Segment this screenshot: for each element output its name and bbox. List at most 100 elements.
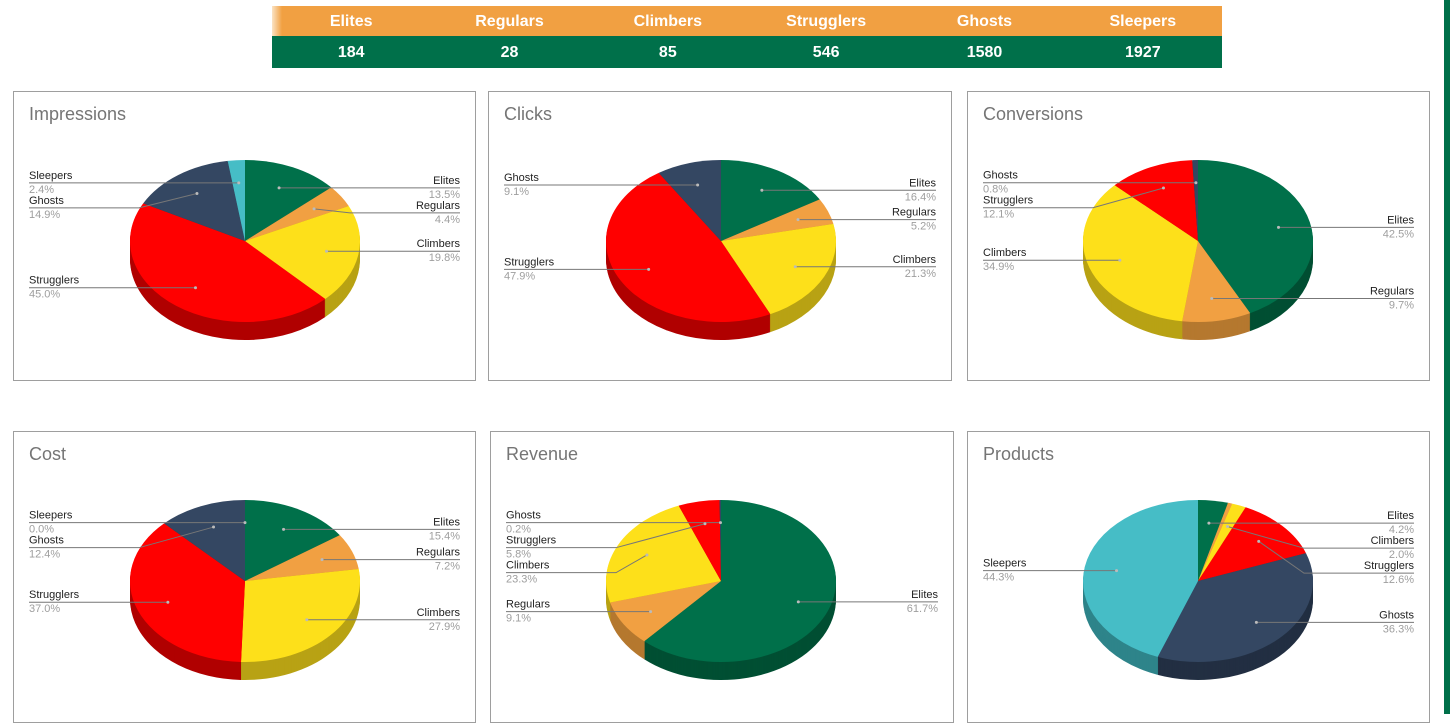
leader-dot [212,525,216,529]
pie-slice-elites[interactable] [1198,160,1313,314]
pie-slice-ghosts[interactable] [1157,553,1313,662]
chart-title: Revenue [506,444,579,464]
pie-slice-regulars[interactable] [1198,502,1233,581]
leader-line [29,193,198,209]
slice-label-name: Ghosts [1379,609,1414,621]
chart-title: Clicks [504,104,552,124]
slice-label-name: Climbers [983,247,1027,259]
pie-slice-climbers[interactable] [606,505,721,603]
slice-label-percent: 2.4% [29,184,54,196]
pie-slice-elites[interactable] [721,160,820,241]
chart-title: Cost [29,444,67,464]
slice-label-name: Regulars [1370,286,1415,298]
pie-slice-climbers[interactable] [721,223,836,315]
header-regulars: Regulars [430,6,589,36]
pie-slice-elites[interactable] [1198,500,1228,581]
slice-label-name: Ghosts [504,172,539,184]
slice-label-percent: 12.6% [1383,574,1414,586]
slice-label-name: Strugglers [1364,560,1415,572]
slice-label-percent: 2.0% [1389,549,1414,561]
leader-dot [282,527,286,531]
pie-slice-strugglers[interactable] [129,203,326,323]
leader-dot [1115,569,1119,573]
pie-slice-sleepers[interactable] [1083,500,1198,657]
leader-dot [243,521,247,525]
pie-chart: Ghosts 0.2%Strugglers 5.8%Climbers 23.3% Reg… [506,500,938,680]
slice-label-name: Climbers [1371,535,1415,547]
pie-chart: Ghosts 0.8%Strugglers 12.1% Climbers 34.9% El… [983,160,1415,340]
chart-conversions[interactable]: Conversions Ghosts 0.8% Strugglers 12.1% Cli… [967,91,1430,381]
leader-dot [1161,186,1165,190]
chart-cost[interactable]: Cost Sleepers 0.0% Ghosts 12.4% Strugglers 37… [13,431,476,723]
leader-dot [718,521,722,525]
leader-dot [305,618,309,622]
pie-slice-climbers[interactable] [241,568,360,662]
pie-slice-ghosts[interactable] [143,160,245,241]
leader-dot [1194,181,1198,185]
slice-label-name: Sleepers [983,558,1027,570]
pie-slice-ghosts[interactable] [719,500,721,581]
slice-label-percent: 37.0% [29,603,60,615]
pie-slice-strugglers[interactable] [605,172,771,323]
value-climbers: 85 [588,36,747,68]
slice-label-percent: 16.4% [905,191,936,203]
pie-slice-ghosts[interactable] [1192,160,1198,241]
pie-slice-regulars[interactable] [245,535,359,581]
pie-slice-sleepers[interactable] [227,160,245,241]
leader-line [506,523,706,549]
header-elites: Elites [272,6,431,36]
pie-slice-regulars[interactable] [1182,241,1251,322]
pie-slice-ghosts[interactable] [658,160,721,241]
pie-slice-climbers[interactable] [1083,185,1198,322]
leader-dot [193,286,197,290]
pie-slice-strugglers[interactable] [1198,507,1306,581]
header-sleepers: Sleepers [1063,6,1222,36]
slice-label-name: Ghosts [983,170,1018,182]
leader-dot [1254,620,1258,624]
header-ghosts: Ghosts [905,6,1064,36]
slice-label-name: Climbers [417,238,461,250]
leader-dot [320,558,324,562]
pie-chart: Sleepers 44.3% Elites 4.2%Climbers 2.0%Strug… [983,500,1415,680]
slice-label-name: Climbers [417,607,461,619]
pie-slice-elites[interactable] [245,500,340,581]
slice-label-name: Regulars [416,547,461,559]
chart-clicks[interactable]: Clicks Ghosts 9.1% Strugglers 47.9% Elites 16… [488,91,952,381]
slice-label-name: Elites [911,589,938,601]
slice-label-percent: 23.3% [506,574,537,586]
pie-slice-ghosts[interactable] [164,500,245,581]
leader-line [506,554,648,574]
leader-dot [312,207,316,211]
pie-slice-strugglers[interactable] [130,523,245,662]
leader-dot [696,183,700,187]
leader-dot [195,191,199,195]
slice-label-name: Elites [433,175,460,187]
pie-chart: Ghosts 9.1% Strugglers 47.9% Elites 16.4% Regu… [504,160,936,341]
slice-label-name: Elites [1387,510,1414,522]
slice-label-percent: 13.5% [429,189,460,201]
chart-products[interactable]: Products Sleepers 44.3% Elites 4.2% Climbers… [967,431,1430,723]
pie-slice-regulars[interactable] [721,199,834,241]
pie-slice-regulars[interactable] [610,581,721,642]
pie-slice-strugglers[interactable] [1114,160,1198,241]
leader-line [29,526,214,549]
pie-slice-elites[interactable] [245,160,332,241]
slice-label-percent: 12.1% [983,209,1014,221]
slice-label-percent: 4.4% [435,214,460,226]
header-strugglers: Strugglers [746,6,906,36]
slice-label-percent: 27.9% [429,621,460,633]
slice-label-percent: 7.2% [435,561,460,573]
pie-slice-strugglers[interactable] [678,500,721,581]
slice-label-percent: 5.2% [911,221,936,233]
slice-label-percent: 45.0% [29,289,60,301]
pie-slice-elites[interactable] [644,500,836,662]
pie-slice-climbers[interactable] [245,206,360,299]
slice-label-name: Strugglers [504,256,555,268]
chart-revenue[interactable]: Revenue Ghosts 0.2% Strugglers 5.8% Climbers… [490,431,954,723]
leader-dot [325,249,329,253]
slice-label-name: Ghosts [29,195,64,207]
pie-slice-regulars[interactable] [245,187,349,241]
leader-line [314,208,460,214]
chart-impressions[interactable]: Impressions Sleepers 2.4% Ghosts 14.9% Strug… [13,91,476,381]
slice-label-percent: 0.0% [29,524,54,536]
